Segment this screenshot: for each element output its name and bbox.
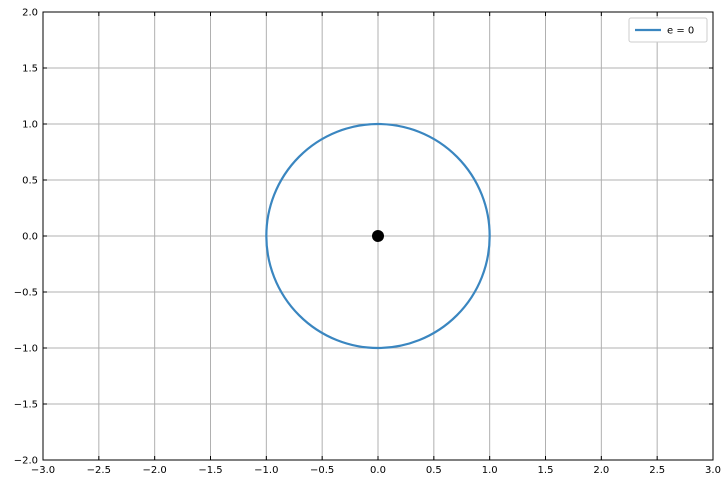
y-tick-label: −1.0 (14, 344, 38, 355)
x-tick-label: −1.0 (254, 465, 278, 476)
legend-label-e-0: e = 0 (667, 26, 694, 37)
x-tick-label: 2.0 (593, 465, 609, 476)
y-tick-label: −0.5 (14, 288, 38, 299)
y-tick-label: −1.5 (14, 400, 38, 411)
x-tick-label: −2.0 (143, 465, 167, 476)
y-tick-label: 1.0 (22, 120, 38, 131)
axes: −3.0 −2.5 −2.0 −1.5 −1.0 −0.5 0.0 0.5 1.0 1.5 2.0 2… (14, 8, 721, 477)
y-tick-label: 1.5 (22, 64, 38, 75)
x-tick-label: −2.5 (87, 465, 111, 476)
x-tick-label: −3.0 (31, 465, 55, 476)
y-tick-label: −2.0 (14, 456, 38, 467)
x-tick-label: −0.5 (310, 465, 334, 476)
x-tick-label: 1.5 (538, 465, 554, 476)
y-tick-label: 0.5 (22, 176, 38, 187)
center-point-marker (372, 230, 384, 242)
x-tick-label: 0.0 (370, 465, 386, 476)
legend: e = 0 (628, 17, 708, 43)
legend-box (628, 17, 708, 43)
x-tick-label: 3.0 (705, 465, 721, 476)
x-tick-label: 2.5 (649, 465, 665, 476)
x-tick-label: −1.5 (198, 465, 222, 476)
y-tick-label: 2.0 (22, 8, 38, 19)
x-tick-label: 0.5 (426, 465, 442, 476)
marker-layer (372, 230, 384, 242)
series-line-e-0 (265, 122, 491, 350)
x-tick-label: 1.0 (482, 465, 498, 476)
y-tick-label: 0.0 (22, 232, 38, 243)
series-layer (265, 122, 491, 350)
